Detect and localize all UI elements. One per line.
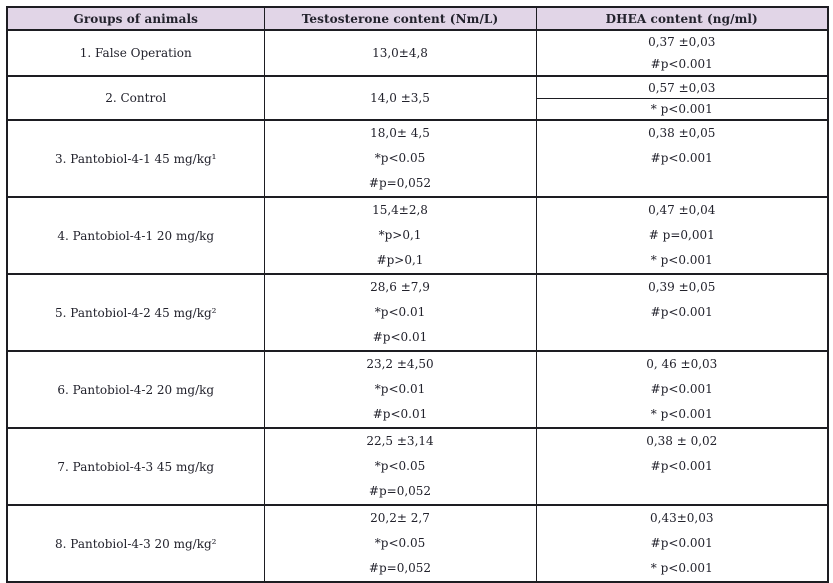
dhea-value: 0,38 ± 0,02 [537,429,828,454]
dhea-cell: 0,37 ±0,03 #p<0.001 [536,30,828,76]
group-cell: 2. Control [7,76,264,120]
dhea-value: 0,39 ±0,05 [537,275,828,300]
table-row: 1. False Operation 13,0±4,8 0,37 ±0,03 #… [7,30,828,76]
group-cell: 3. Pantobiol-4-1 45 mg/kg¹ [7,120,264,197]
dhea-significance: #p<0.001 [537,377,828,402]
dhea-significance: #p<0.001 [537,300,828,325]
testosterone-value: 20,2± 2,7 [265,506,536,531]
table-row: 4. Pantobiol-4-1 20 mg/kg 15,4±2,8 *p>0,… [7,197,828,274]
page: Groups of animals Testosterone content (… [0,0,833,567]
testosterone-cell: 13,0±4,8 [264,30,536,76]
testosterone-value: 18,0± 4,5 [265,121,536,146]
testosterone-significance: #p=0,052 [265,479,536,504]
column-header-groups: Groups of animals [7,7,264,30]
testosterone-cell: 15,4±2,8 *p>0,1 #p>0,1 [264,197,536,274]
dhea-significance: * p<0.001 [537,402,828,427]
testosterone-significance: #p<0.01 [265,402,536,427]
dhea-significance: #p<0.001 [537,146,828,171]
testosterone-significance: #p>0,1 [265,248,536,273]
dhea-significance: * p<0.001 [537,98,828,119]
dhea-cell: 0,47 ±0,04 # p=0,001 * p<0.001 [536,197,828,274]
group-cell: 6. Pantobiol-4-2 20 mg/kg [7,351,264,428]
group-cell: 7. Pantobiol-4-3 45 mg/kg [7,428,264,505]
testosterone-value: 15,4±2,8 [265,198,536,223]
testosterone-significance: *p<0.01 [265,300,536,325]
group-cell: 4. Pantobiol-4-1 20 mg/kg [7,197,264,274]
table-row: 6. Pantobiol-4-2 20 mg/kg 23,2 ±4,50 *p<… [7,351,828,428]
testosterone-cell: 28,6 ±7,9 *p<0.01 #p<0.01 [264,274,536,351]
table-row: 5. Pantobiol-4-2 45 mg/kg² 28,6 ±7,9 *p<… [7,274,828,351]
testosterone-cell: 22,5 ±3,14 *p<0.05 #p=0,052 [264,428,536,505]
column-header-dhea: DHEA content (ng/ml) [536,7,828,30]
testosterone-value: 22,5 ±3,14 [265,429,536,454]
table-row: 2. Control 14,0 ±3,5 0,57 ±0,03 * p<0.00… [7,76,828,120]
dhea-value: 0, 46 ±0,03 [537,352,828,377]
testosterone-significance: #p=0,052 [265,556,536,581]
testosterone-significance: *p<0.05 [265,454,536,479]
testosterone-value: 28,6 ±7,9 [265,275,536,300]
testosterone-significance: #p<0.01 [265,325,536,350]
dhea-significance: * p<0.001 [537,248,828,273]
testosterone-significance: *p<0.05 [265,531,536,556]
dhea-significance: * p<0.001 [537,556,828,581]
table-row: 7. Pantobiol-4-3 45 mg/kg 22,5 ±3,14 *p<… [7,428,828,505]
dhea-significance: #p<0.001 [537,531,828,556]
dhea-cell: 0,57 ±0,03 * p<0.001 [536,76,828,120]
dhea-cell: 0,38 ± 0,02 #p<0.001 [536,428,828,505]
dhea-cell: 0, 46 ±0,03 #p<0.001 * p<0.001 [536,351,828,428]
testosterone-cell: 23,2 ±4,50 *p<0.01 #p<0.01 [264,351,536,428]
table-row: 3. Pantobiol-4-1 45 mg/kg¹ 18,0± 4,5 *p<… [7,120,828,197]
dhea-cell: 0,43±0,03 #p<0.001 * p<0.001 [536,505,828,582]
group-cell: 5. Pantobiol-4-2 45 mg/kg² [7,274,264,351]
testosterone-cell: 20,2± 2,7 *p<0.05 #p=0,052 [264,505,536,582]
dhea-value: 0,57 ±0,03 [537,77,828,98]
dhea-cell: 0,38 ±0,05 #p<0.001 [536,120,828,197]
testosterone-significance: #p=0,052 [265,171,536,196]
dhea-value: 0,43±0,03 [537,506,828,531]
dhea-significance: #p<0.001 [537,454,828,479]
dhea-value: 0,38 ±0,05 [537,121,828,146]
dhea-cell: 0,39 ±0,05 #p<0.001 [536,274,828,351]
dhea-significance: #p<0.001 [537,53,828,75]
testosterone-significance: *p>0,1 [265,223,536,248]
group-cell: 1. False Operation [7,30,264,76]
dhea-value: 0,47 ±0,04 [537,198,828,223]
header-row: Groups of animals Testosterone content (… [7,7,828,30]
dhea-value: 0,37 ±0,03 [537,31,828,53]
group-cell: 8. Pantobiol-4-3 20 mg/kg² [7,505,264,582]
column-header-testosterone: Testosterone content (Nm/L) [264,7,536,30]
testosterone-significance: *p<0.01 [265,377,536,402]
hormone-results-table: Groups of animals Testosterone content (… [6,6,829,583]
testosterone-cell: 14,0 ±3,5 [264,76,536,120]
testosterone-value: 23,2 ±4,50 [265,352,536,377]
dhea-significance: # p=0,001 [537,223,828,248]
testosterone-cell: 18,0± 4,5 *p<0.05 #p=0,052 [264,120,536,197]
table-row: 8. Pantobiol-4-3 20 mg/kg² 20,2± 2,7 *p<… [7,505,828,582]
testosterone-significance: *p<0.05 [265,146,536,171]
